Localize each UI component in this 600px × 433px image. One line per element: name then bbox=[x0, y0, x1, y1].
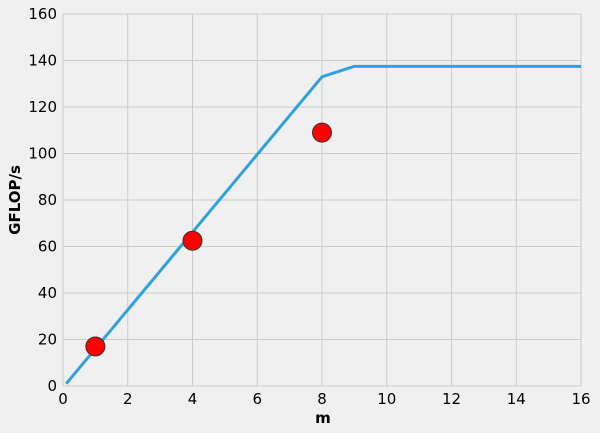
y-tick-label: 140 bbox=[28, 52, 57, 70]
x-tick-label: 8 bbox=[317, 390, 327, 408]
x-tick-label: 12 bbox=[442, 390, 461, 408]
y-tick-label: 100 bbox=[28, 145, 57, 163]
scatter-point bbox=[312, 122, 332, 143]
y-tick-label: 60 bbox=[38, 238, 57, 256]
y-tick-label: 160 bbox=[28, 5, 57, 23]
x-tick-label: 16 bbox=[571, 390, 590, 408]
x-tick-label: 2 bbox=[123, 390, 133, 408]
x-tick-label: 10 bbox=[377, 390, 396, 408]
scatter-point bbox=[85, 336, 106, 357]
y-tick-labels: 0 20 40 60 80 100 120 140 160 bbox=[28, 5, 57, 395]
x-axis-label: m bbox=[315, 409, 331, 427]
y-tick-label: 80 bbox=[38, 191, 57, 209]
x-tick-label: 0 bbox=[58, 390, 68, 408]
x-tick-label: 14 bbox=[507, 390, 526, 408]
y-tick-label: 40 bbox=[38, 284, 57, 302]
series-layer bbox=[65, 64, 581, 385]
scatter-point bbox=[182, 230, 203, 251]
y-tick-label: 120 bbox=[28, 98, 57, 116]
series-line bbox=[65, 64, 581, 385]
x-tick-label: 4 bbox=[188, 390, 198, 408]
x-tick-label: 6 bbox=[252, 390, 262, 408]
y-axis-label: GFLOP/s bbox=[6, 165, 24, 235]
y-tick-label: 20 bbox=[38, 331, 57, 349]
grid bbox=[62, 13, 582, 387]
y-tick-label: 0 bbox=[47, 377, 57, 395]
x-tick-labels: 0 2 4 6 8 10 12 14 16 bbox=[58, 390, 590, 408]
